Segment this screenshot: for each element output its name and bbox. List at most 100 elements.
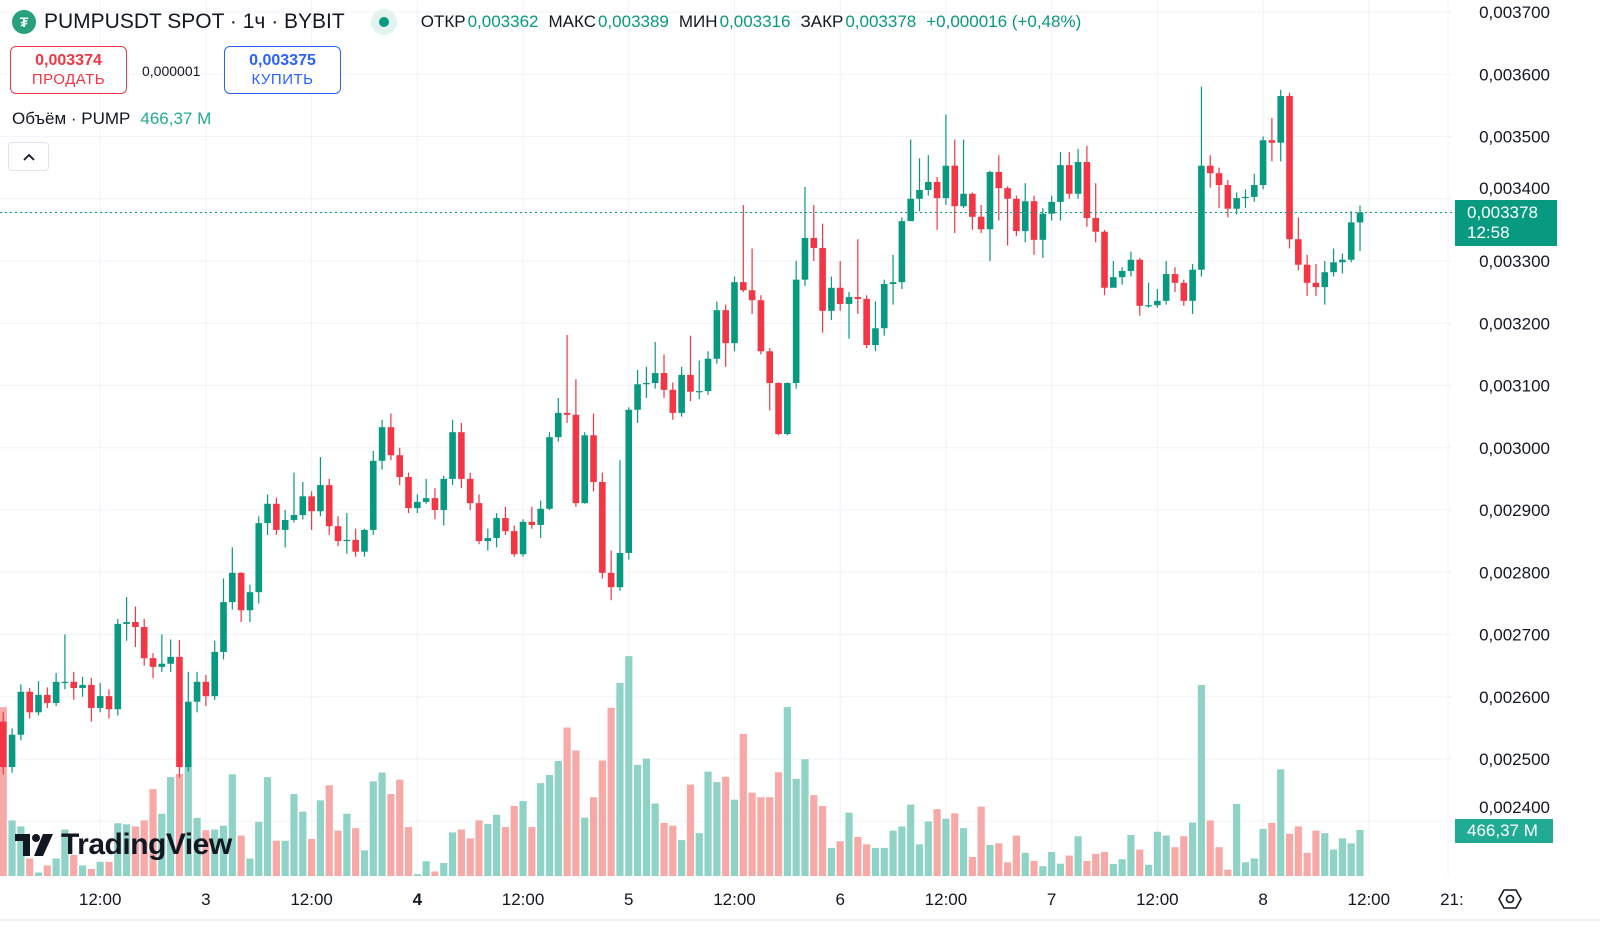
candle xyxy=(449,419,456,486)
volume-bars xyxy=(0,656,1364,876)
candle xyxy=(687,335,694,402)
candle xyxy=(167,639,174,672)
time-axis[interactable]: 12:00 3 12:00 4 12:00 5 12:00 6 12:00 7 12:00 8 12:0… xyxy=(79,890,1464,909)
volume-bar xyxy=(1083,860,1091,876)
candle-body xyxy=(563,412,571,415)
time-tick-label: 4 xyxy=(413,890,423,909)
candle-body xyxy=(1039,213,1047,240)
candle xyxy=(1110,261,1117,288)
candle-body xyxy=(220,602,227,652)
price-tick-label: 0,002800 xyxy=(1479,563,1550,582)
volume-bar xyxy=(1100,852,1109,876)
candle-body xyxy=(255,523,263,593)
candle-body xyxy=(731,282,738,344)
price-tick-label: 0,002900 xyxy=(1479,501,1550,520)
volume-bar xyxy=(607,707,615,876)
candle xyxy=(325,478,333,535)
volume-legend-label: Объём · PUMP xyxy=(12,109,131,128)
candle-body xyxy=(1057,165,1064,202)
volume-bar xyxy=(105,861,113,876)
candle-body xyxy=(889,282,897,285)
volume-bar xyxy=(1153,831,1161,876)
volume-bar xyxy=(651,803,659,876)
close-value: 0,003378 xyxy=(845,12,917,31)
price-axis[interactable]: 0,003700 0,003600 0,003500 0,003400 0,003300… xyxy=(1479,3,1550,817)
volume-bar xyxy=(440,862,448,876)
price-tick-label: 0,003300 xyxy=(1479,252,1550,271)
volume-bar xyxy=(678,840,686,876)
candle xyxy=(634,369,641,423)
volume-bar xyxy=(281,840,289,876)
candle-body xyxy=(784,383,791,435)
candle xyxy=(977,204,985,233)
volume-bar xyxy=(1039,866,1047,876)
price-tick-label: 0,003400 xyxy=(1479,179,1550,198)
candle-body xyxy=(114,623,122,710)
candle xyxy=(819,223,826,333)
price-tick-label: 0,003600 xyxy=(1479,65,1550,84)
candle xyxy=(1013,195,1020,237)
candle-body xyxy=(1013,198,1020,232)
volume-bar xyxy=(378,772,386,876)
candle-body xyxy=(1259,140,1267,186)
market-open-status-icon[interactable] xyxy=(370,9,397,35)
sell-button[interactable]: 0,003374 ПРОДАТЬ xyxy=(10,46,127,94)
candle-body xyxy=(519,521,527,555)
candle-body xyxy=(352,539,359,552)
candle-body xyxy=(273,503,280,530)
candle xyxy=(740,204,747,293)
candle-body xyxy=(819,247,826,311)
candle xyxy=(933,176,941,230)
candle-body xyxy=(969,193,976,217)
candle xyxy=(70,671,78,700)
symbol-title[interactable]: PUMPUSDT SPOT · 1ч · BYBIT xyxy=(44,10,345,33)
candle xyxy=(96,683,104,713)
candle-body xyxy=(1127,259,1135,271)
candle xyxy=(898,217,906,290)
volume-bar xyxy=(1092,853,1100,876)
volume-bar xyxy=(1189,822,1197,876)
tradingview-logo[interactable]: TradingView xyxy=(15,828,232,862)
volume-bar xyxy=(34,872,43,876)
candle-body xyxy=(1030,201,1038,240)
volume-bar xyxy=(1180,836,1188,876)
volume-bar xyxy=(158,813,166,876)
candle-body xyxy=(502,518,509,532)
volume-bar xyxy=(184,766,192,876)
candle-body xyxy=(158,663,166,667)
candle-body xyxy=(361,529,368,552)
candle-body xyxy=(1083,162,1091,219)
volume-bar xyxy=(1197,684,1206,876)
volume-bar xyxy=(968,856,976,876)
candle xyxy=(35,681,42,716)
grid xyxy=(0,0,1452,876)
settings-icon[interactable] xyxy=(1497,886,1523,912)
candle-body xyxy=(651,373,659,384)
volume-bar xyxy=(686,784,695,876)
candle-body xyxy=(836,287,844,304)
candle xyxy=(836,261,844,311)
volume-bar xyxy=(616,682,624,876)
candle-body xyxy=(916,190,923,199)
volume-bar xyxy=(140,820,148,876)
buy-price: 0,003375 xyxy=(249,52,316,69)
volume-bar xyxy=(633,764,642,876)
candle xyxy=(1242,189,1249,209)
candle xyxy=(748,248,756,314)
volume-bar xyxy=(484,823,492,876)
candle-body xyxy=(951,165,959,207)
candle-body xyxy=(678,374,685,413)
candle xyxy=(193,671,201,713)
buy-button[interactable]: 0,003375 КУПИТЬ xyxy=(224,46,341,94)
candle-body xyxy=(387,427,395,456)
candle xyxy=(396,447,404,486)
high-label: МАКС xyxy=(548,12,596,31)
candle xyxy=(1259,136,1267,190)
volume-legend[interactable]: Объём · PUMP 466,37 M xyxy=(12,109,211,129)
candle-body xyxy=(1065,165,1073,194)
candle-body xyxy=(599,481,606,573)
collapse-legend-button[interactable] xyxy=(8,142,49,171)
volume-bar xyxy=(219,825,228,876)
volume-bar xyxy=(519,801,527,876)
